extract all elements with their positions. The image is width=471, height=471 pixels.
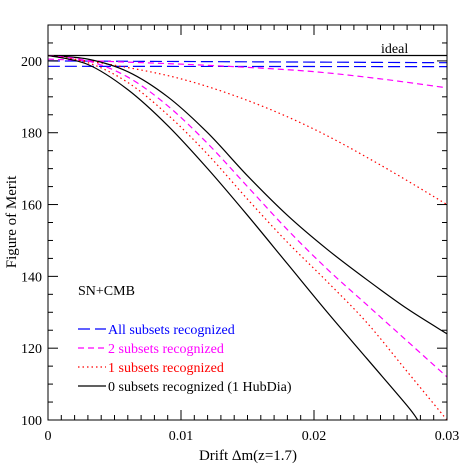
axis-ticks: 0 0.01 0.02 0.03 100 120 140 160 180 200 [21, 24, 460, 444]
y-tick-label: 200 [21, 55, 42, 70]
y-tick-label: 180 [21, 127, 42, 142]
x-tick-label: 0 [45, 429, 52, 444]
probe-annotation: SN+CMB [78, 284, 135, 299]
series-line-4 [48, 54, 447, 206]
legend-label-one: 1 subsets recognized [108, 361, 224, 376]
legend: All subsets recognized 2 subsets recogni… [78, 323, 292, 395]
y-tick-label: 160 [21, 199, 42, 214]
series-line-1 [48, 60, 447, 64]
y-tick-label: 100 [21, 414, 42, 429]
x-tick-label: 0.01 [169, 429, 194, 444]
legend-label-all: All subsets recognized [108, 323, 235, 338]
series-line-8 [48, 54, 419, 420]
series-line-6 [48, 54, 447, 378]
y-tick-label: 140 [21, 270, 42, 285]
series-line-7 [48, 54, 447, 420]
series-line-3 [48, 58, 447, 89]
legend-label-zero: 0 subsets recognized (1 HubDia) [108, 380, 292, 395]
series-line-5 [48, 54, 447, 335]
y-tick-label: 120 [21, 342, 42, 357]
legend-label-two: 2 subsets recognized [108, 342, 224, 357]
x-axis-label: Drift Δm(z=1.7) [199, 448, 297, 464]
ideal-annotation: ideal [381, 42, 408, 57]
x-tick-label: 0.02 [302, 429, 327, 444]
x-tick-label: 0.03 [435, 429, 460, 444]
series-layer [48, 54, 447, 420]
y-axis-label: Figure of Merit [4, 175, 20, 268]
